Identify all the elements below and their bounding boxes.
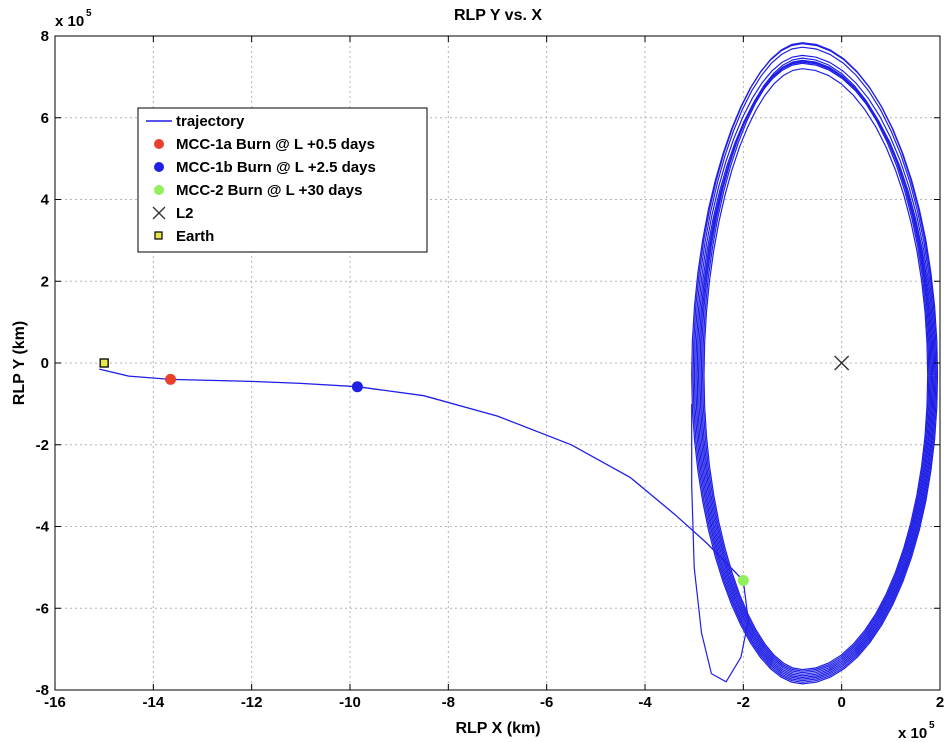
- x-axis-label: RLP X (km): [455, 720, 540, 737]
- y-axis-multiplier: x 10: [55, 13, 84, 30]
- legend: trajectory MCC-1a Burn @ L +0.5 days MCC…: [137, 107, 428, 253]
- legend-l2-swatch: [152, 206, 166, 220]
- trajectory-orbit-revolution: [693, 46, 936, 682]
- legend-label-trajectory: trajectory: [176, 113, 245, 130]
- y-tick-label: -4: [36, 519, 50, 536]
- x-axis-multiplier-exponent: 5: [929, 720, 935, 731]
- legend-mcc2-swatch: [154, 185, 164, 195]
- legend-box: [137, 107, 428, 253]
- legend-label-earth: Earth: [176, 228, 214, 245]
- trajectory-orbit-revolution: [691, 43, 939, 685]
- mcc2-burn-marker: [737, 574, 749, 586]
- chart-title: RLP Y vs. X: [454, 7, 542, 24]
- y-axis-multiplier-exponent: 5: [86, 8, 92, 19]
- earth-marker: [99, 358, 109, 368]
- x-tick-label: -6: [540, 694, 553, 711]
- legend-label-mcc2: MCC-2 Burn @ L +30 days: [176, 182, 362, 199]
- x-tick-label: -14: [142, 694, 164, 711]
- plot-data: [99, 42, 939, 685]
- x-tick-label: 2: [936, 694, 944, 711]
- legend-earth-swatch: [154, 231, 163, 240]
- legend-mcc1b-swatch: [154, 162, 164, 172]
- ticks: -16 -14 -12 -10 -8 -6 -4 -2 0 2 -8 -6 -4 -2 0 2 4 6 8: [36, 28, 945, 711]
- y-tick-label: -8: [36, 682, 49, 699]
- x-tick-label: -16: [44, 694, 66, 711]
- y-tick-label: -6: [36, 600, 49, 617]
- legend-label-mcc1a: MCC-1a Burn @ L +0.5 days: [176, 136, 375, 153]
- mcc1b-burn-marker: [351, 381, 363, 393]
- y-tick-label: 8: [41, 28, 49, 45]
- x-tick-label: -2: [737, 694, 750, 711]
- x-tick-label: 0: [837, 694, 845, 711]
- l2-marker-stroke: [834, 355, 850, 371]
- mcc1a-burn-marker: [165, 373, 177, 385]
- trajectory-orbit-revolution: [697, 62, 933, 677]
- x-tick-label: -4: [638, 694, 652, 711]
- y-axis-label: RLP Y (km): [11, 321, 28, 405]
- x-tick-label: -12: [241, 694, 263, 711]
- y-tick-label: 4: [41, 192, 50, 209]
- y-tick-label: -2: [36, 437, 49, 454]
- x-tick-label: -10: [339, 694, 361, 711]
- l2-marker: [834, 355, 850, 371]
- x-axis-multiplier: x 10: [898, 725, 927, 742]
- y-tick-label: 0: [41, 355, 49, 372]
- y-tick-label: 6: [41, 110, 49, 127]
- trajectory-orbit-revolution: [696, 61, 934, 679]
- legend-label-mcc1b: MCC-1b Burn @ L +2.5 days: [176, 159, 376, 176]
- legend-mcc1a-swatch: [154, 139, 164, 149]
- trajectory-orbit-revolution: [700, 57, 931, 674]
- trajectory-orbit-revolution: [695, 54, 935, 680]
- x-tick-label: -8: [442, 694, 455, 711]
- y-tick-label: 2: [41, 273, 49, 290]
- trajectory-orbit-revolution: [703, 68, 929, 671]
- trajectory-transfer-line: [99, 368, 744, 581]
- legend-label-l2: L2: [176, 205, 194, 222]
